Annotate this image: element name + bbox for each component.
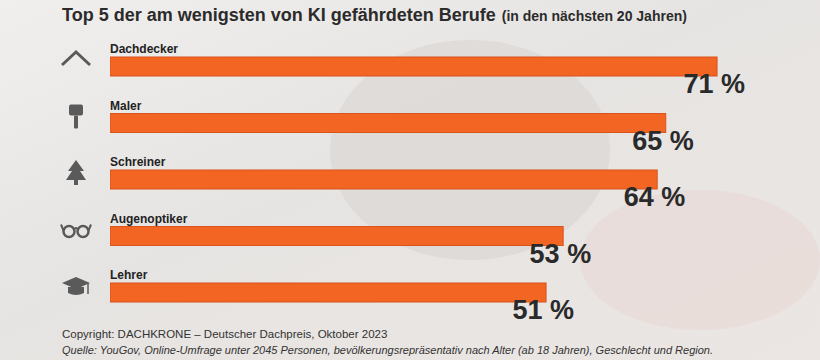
- bar: [110, 114, 666, 133]
- data-label: 65 %: [632, 126, 694, 156]
- icon-brush: [74, 116, 78, 129]
- copyright: Copyright: DACHKRONE – Deutscher Dachpre…: [62, 328, 387, 340]
- bars: [110, 57, 717, 302]
- data-label: 53 %: [530, 239, 592, 269]
- icon-tree: [74, 180, 78, 185]
- icon-glasses: [78, 226, 89, 237]
- icon-roof: [62, 52, 90, 65]
- icon-glasses: [61, 225, 91, 231]
- category-label: Augenoptiker: [110, 212, 188, 226]
- icons: [61, 52, 91, 295]
- category-label: Schreiner: [110, 155, 166, 169]
- background: [0, 0, 820, 360]
- labels: Dachdecker 71 % Maler 65 % Schreiner 64 % Auge…: [110, 42, 745, 325]
- data-label: 64 %: [624, 182, 686, 212]
- bar: [110, 283, 546, 302]
- category-label: Lehrer: [110, 268, 148, 282]
- icon-tree: [66, 160, 86, 180]
- bar: [110, 57, 717, 76]
- icon-brush: [69, 105, 83, 116]
- icon-cap: [87, 283, 89, 294]
- chart: Top 5 der am wenigsten von KI gefährdete…: [0, 0, 820, 360]
- background-blur: [580, 190, 820, 330]
- icon-cap: [68, 287, 84, 295]
- category-label: Maler: [110, 99, 142, 113]
- category-label: Dachdecker: [110, 42, 178, 56]
- source: Quelle: YouGov, Online-Umfrage unter 204…: [62, 344, 713, 356]
- data-label: 51 %: [513, 295, 575, 325]
- bar: [110, 170, 657, 189]
- icon-glasses: [64, 226, 75, 237]
- bar: [110, 227, 563, 246]
- data-label: 71 %: [684, 69, 746, 99]
- subtitle: (in den nächsten 20 Jahren): [502, 8, 687, 24]
- title: Top 5 der am wenigsten von KI gefährdete…: [62, 5, 496, 25]
